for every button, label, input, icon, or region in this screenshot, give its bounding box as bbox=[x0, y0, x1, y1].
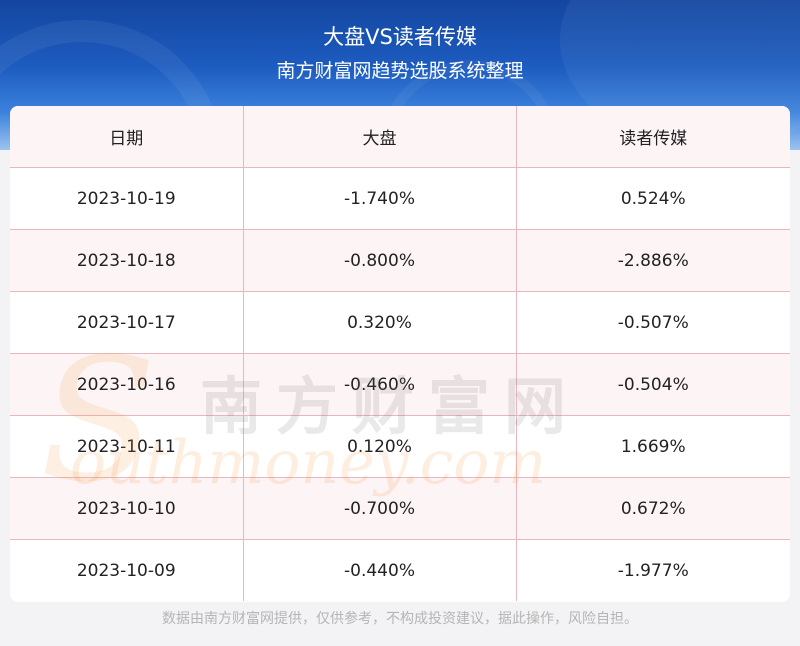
footer-disclaimer: 数据由南方财富网提供，仅供参考，不构成投资建议，据此操作，风险自担。 bbox=[162, 611, 638, 627]
table-row: 2023-10-09 -0.440% -1.977% bbox=[10, 539, 790, 601]
table-row: 2023-10-17 0.320% -0.507% bbox=[10, 291, 790, 354]
comparison-table: 日期 大盘 读者传媒 2023-10-19 -1.740% 0.524% 202… bbox=[10, 106, 790, 601]
column-header-stock: 读者传媒 bbox=[516, 106, 790, 168]
cell-stock-change: 0.672% bbox=[516, 477, 790, 540]
column-header-market: 大盘 bbox=[243, 106, 517, 168]
page-title: 大盘VS读者传媒 bbox=[323, 25, 477, 49]
cell-date: 2023-10-16 bbox=[10, 353, 244, 416]
cell-market-change: -1.740% bbox=[243, 167, 517, 230]
cell-stock-change: -2.886% bbox=[516, 229, 790, 292]
cell-stock-change: -0.504% bbox=[516, 353, 790, 416]
cell-stock-change: -0.507% bbox=[516, 291, 790, 354]
data-table-card: 日期 大盘 读者传媒 2023-10-19 -1.740% 0.524% 202… bbox=[10, 106, 790, 602]
cell-market-change: -0.800% bbox=[243, 229, 517, 292]
cell-stock-change: -1.977% bbox=[617, 560, 689, 581]
cell-market-change: 0.320% bbox=[243, 291, 517, 354]
page-subtitle: 南方财富网趋势选股系统整理 bbox=[276, 60, 524, 82]
cell-market-change: -0.460% bbox=[243, 353, 517, 416]
cell-date: 2023-10-11 bbox=[10, 415, 244, 478]
cell-date: 2023-10-18 bbox=[10, 229, 244, 292]
table-row: 2023-10-19 -1.740% 0.524% bbox=[10, 167, 790, 230]
cell-market-change: 0.120% bbox=[243, 415, 517, 478]
table-row: 2023-10-18 -0.800% -2.886% bbox=[10, 229, 790, 292]
cell-date: 2023-10-10 bbox=[10, 477, 244, 540]
cell-date: 2023-10-17 bbox=[10, 291, 244, 354]
cell-stock-change: 0.524% bbox=[516, 167, 790, 230]
cell-date: 2023-10-19 bbox=[10, 167, 244, 230]
table-row: 2023-10-11 0.120% 1.669% bbox=[10, 415, 790, 478]
table-header-row: 日期 大盘 读者传媒 bbox=[10, 106, 790, 168]
cell-date: 2023-10-09 bbox=[10, 539, 244, 601]
cell-stock-change: 1.669% bbox=[516, 415, 790, 478]
cell-market-change: -0.700% bbox=[243, 477, 517, 540]
table-row: 2023-10-16 -0.460% -0.504% bbox=[10, 353, 790, 416]
column-header-date: 日期 bbox=[10, 106, 244, 168]
cell-market-change: -0.440% bbox=[243, 539, 517, 601]
table-row: 2023-10-10 -0.700% 0.672% bbox=[10, 477, 790, 540]
